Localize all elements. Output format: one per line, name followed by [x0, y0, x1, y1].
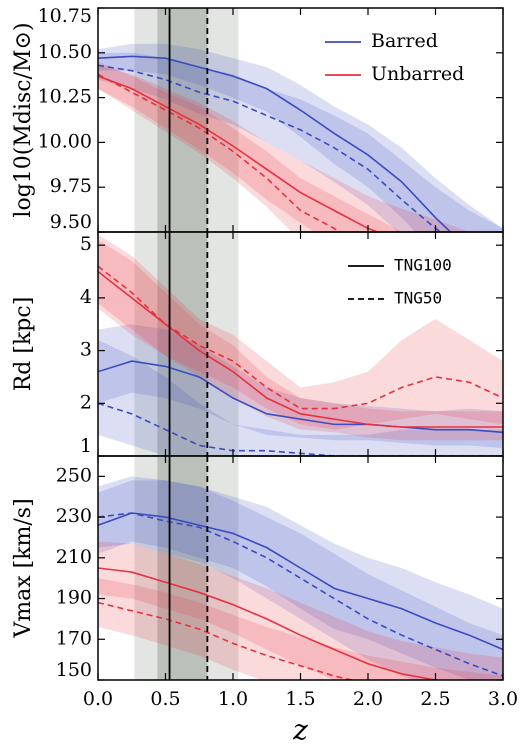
y-tick-label: 4 — [80, 286, 92, 308]
plot-area — [98, 8, 503, 232]
y-tick-label: 210 — [56, 546, 92, 568]
series-line — [98, 567, 440, 680]
x-tick-label: 0.0 — [83, 688, 113, 710]
y-tick-label: 250 — [56, 464, 92, 486]
x-tick-label: 3.0 — [488, 688, 518, 710]
legend-label: TNG50 — [394, 289, 442, 308]
legend-label: Barred — [371, 30, 438, 52]
x-tick-label: 0.5 — [150, 688, 180, 710]
spread-band — [98, 340, 503, 456]
y-axis-label: Rd [kpc] — [11, 297, 36, 392]
shaded-range — [134, 456, 239, 680]
x-axis-label: z — [292, 714, 308, 747]
plot-area — [98, 456, 503, 680]
y-tick-label: 170 — [56, 627, 92, 649]
series-line — [98, 55, 452, 232]
series-line — [98, 73, 342, 232]
x-tick-label: 1.0 — [218, 688, 248, 710]
y-tick-label: 10.50 — [38, 41, 92, 63]
y-tick-label: 10.00 — [38, 130, 92, 152]
shaded-range — [134, 232, 239, 456]
y-tick-label: 9.75 — [50, 175, 92, 197]
y-tick-label: 5 — [80, 233, 92, 255]
series-line — [98, 75, 380, 232]
x-tick-label: 2.5 — [420, 688, 450, 710]
shaded-range — [134, 8, 239, 232]
x-tick-label: 2.0 — [353, 688, 383, 710]
spread-band — [98, 234, 503, 430]
spread-band — [98, 43, 503, 232]
spread-band — [98, 65, 470, 232]
series-line — [98, 270, 503, 428]
y-tick-label: 9.50 — [50, 211, 92, 233]
series-line — [98, 360, 503, 434]
plot-area — [98, 232, 503, 456]
y-tick-label: 10.75 — [38, 5, 92, 27]
y-tick-label: 230 — [56, 505, 92, 527]
series-line — [98, 601, 355, 680]
panel: 150 170 190 210 230 250 0.0 0.5 1.0 1.5 2.0 2.5 3.0 V… — [11, 455, 518, 747]
spread-band — [98, 52, 503, 232]
legend-label: TNG100 — [394, 256, 452, 275]
spread-band — [98, 578, 503, 680]
y-axis-label: log10(Mdisc/M⊙) — [11, 22, 36, 217]
x-tick-label: 1.5 — [285, 688, 315, 710]
y-tick-label: 190 — [56, 587, 92, 609]
y-tick-label: 10.25 — [38, 86, 92, 108]
panel: 9.50 9.75 10.00 10.25 10.50 10.75log10(Mdisc/… — [11, 5, 504, 233]
y-tick-label: 2 — [80, 391, 92, 413]
shaded-range — [157, 456, 208, 680]
spread-band — [98, 480, 503, 680]
spread-band — [98, 324, 503, 449]
y-tick-label: 1 — [80, 435, 92, 457]
legend-label: Unbarred — [371, 63, 464, 85]
spread-band — [98, 541, 503, 680]
series-line — [98, 512, 503, 651]
spread-band — [98, 239, 503, 441]
y-tick-label: 3 — [80, 339, 92, 361]
y-axis-label: Vmax [km/s] — [11, 498, 36, 638]
y-tick-label: 150 — [56, 659, 92, 681]
spread-band — [98, 61, 402, 232]
shaded-range — [157, 232, 208, 456]
panel: 1 2 3 4 5 Rd [kpc] TNG100 TNG50 — [11, 231, 504, 457]
